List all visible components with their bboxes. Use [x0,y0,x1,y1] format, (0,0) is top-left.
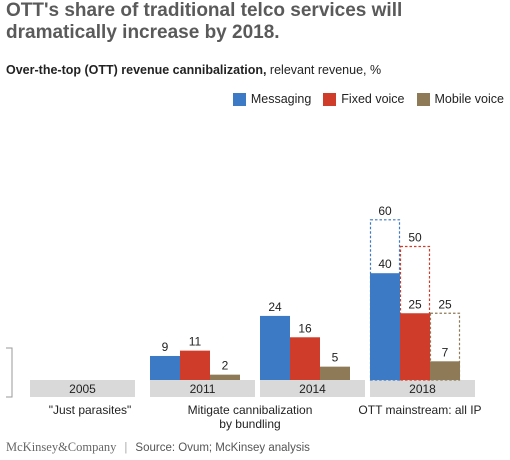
bar-mobile-voice-2014 [320,366,350,380]
value-label-fixed-voice-2018: 25 [408,297,422,311]
value-label-mobile-voice-2014: 5 [332,351,339,365]
bar-messaging-2018 [370,273,400,380]
phase-label-3: OTT mainstream: all IP [358,403,481,417]
x-tick-label-2018: 2018 [409,382,436,396]
legend-swatch-fixed-voice [323,92,337,106]
value-label-mobile-voice-2011: 2 [222,359,229,373]
chart-subtitle: Over-the-top (OTT) revenue cannibalizati… [6,63,381,77]
legend-label-fixed-voice: Fixed voice [341,92,405,106]
legend-label-mobile-voice: Mobile voice [434,92,504,106]
bar-fixed-voice-2014 [290,337,320,380]
legend-item-fixed-voice: Fixed voice [323,92,405,106]
legend: Messaging Fixed voice Mobile voice [232,92,504,106]
value-label-mobile-voice-2018: 7 [442,345,449,359]
x-tick-label-2011: 2011 [190,382,216,396]
legend-item-mobile-voice: Mobile voice [416,92,504,106]
chart-title: OTT's share of traditional telco service… [6,0,403,43]
source-note: Source: Ovum; McKinsey analysis [135,441,310,454]
value-label-messaging-2011: 9 [162,340,169,354]
category-band-2018 [370,380,475,397]
phase-label-1: "Just parasites" [49,403,132,417]
value-label-messaging-2014: 24 [268,300,282,314]
bar-messaging-2011 [150,355,180,380]
phase-label-2-line-2: by bundling [219,417,280,431]
value-label-fixed-voice-2014: 16 [298,321,312,335]
bar-fixed-voice-2018 [400,313,430,380]
bar-messaging-2014 [260,315,290,380]
brand-logo: McKinsey&Company [6,440,117,454]
x-tick-label-2005: 2005 [69,382,96,396]
projected-label-mobile-voice: 25 [438,297,452,311]
left-bracket [6,347,13,398]
legend-swatch-messaging [232,92,246,106]
phase-label-1-line-1: "Just parasites" [49,403,132,417]
bar-mobile-voice-2018 [430,361,460,380]
phase-label-2-line-1: Mitigate cannibalization [188,403,313,417]
bar-fixed-voice-2011 [180,350,210,380]
subtitle-bold: Over-the-top (OTT) revenue cannibalizati… [6,63,267,77]
legend-swatch-mobile-voice [416,92,430,106]
footer-separator: | [124,441,128,454]
category-band-2005 [30,380,135,397]
x-tick-label-2014: 2014 [299,382,326,396]
legend-label-messaging: Messaging [250,92,312,106]
legend-item-messaging: Messaging [232,92,312,106]
projected-label-messaging: 60 [378,204,392,218]
value-label-fixed-voice-2011: 11 [189,335,202,349]
value-label-messaging-2018: 40 [378,257,392,271]
bar-mobile-voice-2011 [210,374,240,380]
phase-label-3-line-1: OTT mainstream: all IP [358,403,481,417]
category-band-2014 [260,380,365,397]
phase-label-2: Mitigate cannibalization by bundling [188,403,313,431]
subtitle-units: relevant revenue, % [266,63,382,77]
category-band-2011 [150,380,255,397]
footer: McKinsey&Company | Source: Ovum; McKinse… [6,440,310,455]
projected-label-fixed-voice: 50 [408,231,422,245]
